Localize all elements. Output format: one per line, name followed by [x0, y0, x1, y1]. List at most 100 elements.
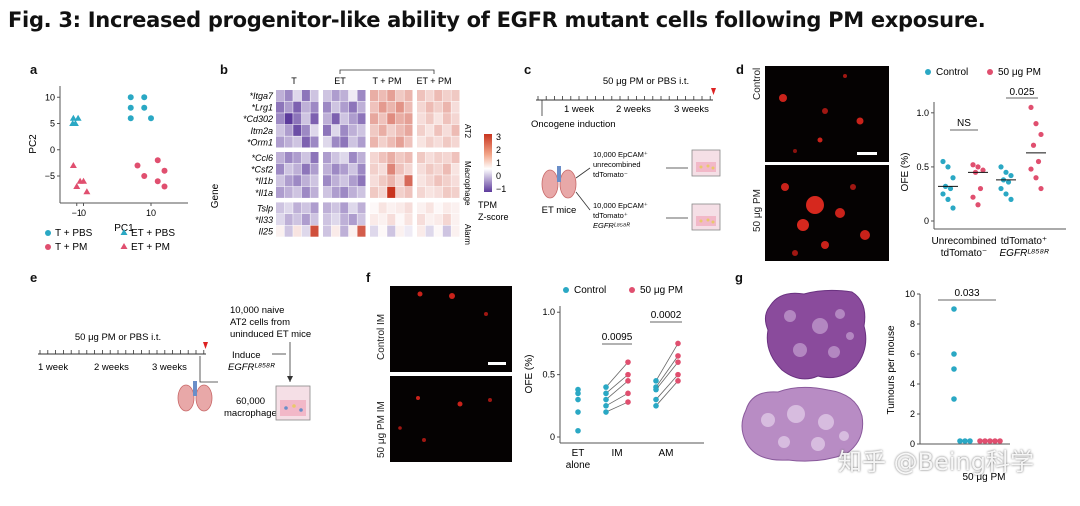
heatmap-gene-label: *Il33 — [255, 215, 273, 225]
f-pair-line — [655, 361, 679, 390]
heatmap-cell — [301, 175, 310, 187]
heatmap-cell — [404, 101, 413, 113]
heatmap-cell — [348, 163, 357, 175]
heatmap-cell — [395, 136, 404, 148]
c-sort1-l1: 10,000 EpCAM⁺ — [593, 150, 648, 159]
heatmap-cell — [310, 214, 319, 226]
group-label-t: T — [291, 76, 297, 86]
cluster-macrophage: Macrophage — [463, 161, 472, 206]
heatmap-cell — [417, 113, 426, 125]
panel-a-legend: T + PBS ET + PBS T + PM ET + PM — [45, 228, 175, 253]
heatmap-cell — [442, 152, 451, 164]
heatmap-cell — [387, 124, 396, 136]
f-point-control — [653, 386, 659, 393]
heatmap-cell — [340, 90, 349, 102]
heatmap-cell — [425, 202, 434, 214]
heatmap-gene-label: *Il1a — [255, 188, 273, 198]
f-pair-line — [655, 380, 679, 407]
f-legend-marker-pm — [629, 287, 635, 293]
heatmap-cell — [404, 113, 413, 125]
f-pair-line — [605, 392, 629, 407]
heatmap-cell — [276, 225, 285, 237]
heatmap-cell — [434, 202, 443, 214]
d-ylabel: OFE (%) — [900, 153, 911, 192]
scale-tick-label: 1 — [496, 158, 501, 168]
heatmap-cell — [417, 152, 426, 164]
a-point — [154, 157, 161, 164]
d-point — [1005, 179, 1012, 185]
e-naive-l2: AT2 cells from — [230, 317, 290, 328]
e-induce-l2: EGFRᴸ⁸⁵⁸ᴿ — [228, 362, 275, 373]
heatmap-cell — [293, 152, 302, 164]
heatmap-cell — [348, 124, 357, 136]
heatmap-cell — [387, 90, 396, 102]
heatmap-cell — [301, 101, 310, 113]
a-ytick-label: 10 — [45, 92, 55, 102]
f-label-pm: 50 μg PM IM — [376, 401, 387, 458]
f-point-pm — [625, 390, 631, 397]
heatmap-cell — [331, 175, 340, 187]
heatmap-cell — [425, 124, 434, 136]
g-point-pm — [992, 438, 998, 444]
heatmap-cell — [404, 90, 413, 102]
panel-a-xlabel: PC1 — [114, 223, 134, 234]
heatmap-gene-label: Tslp — [257, 203, 273, 213]
f-point-control — [653, 403, 659, 409]
d-point — [1008, 196, 1014, 202]
heatmap-cell — [387, 113, 396, 125]
heatmap-cell — [442, 113, 451, 125]
scale-tick-label: 0 — [496, 171, 501, 181]
heatmap-cell — [301, 152, 310, 164]
heatmap-cell — [348, 113, 357, 125]
heatmap-ylabel: Gene — [210, 183, 221, 208]
heatmap-cell — [395, 90, 404, 102]
d-point — [975, 202, 981, 208]
heatmap-cell — [340, 124, 349, 136]
heatmap-cell — [331, 163, 340, 175]
d-image-control — [765, 66, 889, 162]
group-label-et-pm: ET + PM — [416, 76, 451, 86]
d-point — [1033, 121, 1039, 127]
group-label-et: ET — [334, 76, 346, 86]
watermark-text: 知乎 @Being科学 — [838, 448, 1034, 476]
f-pair-line — [605, 401, 629, 413]
c-sort2-l3: EGFRᴸ⁸⁵⁸ᴿ — [593, 221, 630, 230]
f-ytick-label: 1.0 — [542, 307, 555, 317]
a-xtick-label: 10 — [146, 208, 156, 218]
c-mice-label: ET mice — [542, 205, 577, 216]
heatmap-cell — [310, 90, 319, 102]
heatmap-cell — [357, 202, 366, 214]
g-point-pm — [982, 438, 988, 444]
e-mac-l2: macrophages — [224, 408, 282, 419]
heatmap-cell — [370, 225, 379, 237]
panel-label-f: f — [366, 270, 371, 285]
heatmap-cell — [301, 202, 310, 214]
f-pair-line — [605, 374, 629, 394]
heatmap-cell — [276, 113, 285, 125]
heatmap-cell — [348, 225, 357, 237]
heatmap-cell — [451, 113, 460, 125]
heatmap-cell — [434, 163, 443, 175]
a-point — [127, 104, 134, 111]
f-x-am: AM — [659, 448, 674, 459]
legend-et-pbs: ET + PBS — [131, 228, 175, 239]
heatmap-cell — [323, 152, 332, 164]
panel-label-d: d — [736, 62, 744, 77]
group-label-t-pm: T + PM — [372, 76, 401, 86]
f-point-et-alone — [575, 390, 581, 397]
heatmap-cell — [357, 214, 366, 226]
heatmap-cell — [276, 214, 285, 226]
heatmap-cell — [425, 175, 434, 187]
g-tissue-control — [764, 289, 867, 380]
d-legend-pm: 50 μg PM — [998, 67, 1041, 78]
f-point-pm — [675, 340, 681, 347]
heatmap-gene-label: *Orm1 — [247, 137, 273, 147]
heatmap-cell — [404, 136, 413, 148]
panel-e-schematic: 50 μg PM or PBS i.t. 1 week 2 weeks 3 we… — [38, 305, 311, 421]
heatmap-cell — [451, 214, 460, 226]
heatmap-cell — [284, 175, 293, 187]
c-timeline-label: 50 μg PM or PBS i.t. — [603, 76, 689, 87]
heatmap-cell — [323, 175, 332, 187]
c-sort2-l1: 10,000 EpCAM⁺ — [593, 201, 648, 210]
c-lung-icon — [541, 166, 577, 199]
